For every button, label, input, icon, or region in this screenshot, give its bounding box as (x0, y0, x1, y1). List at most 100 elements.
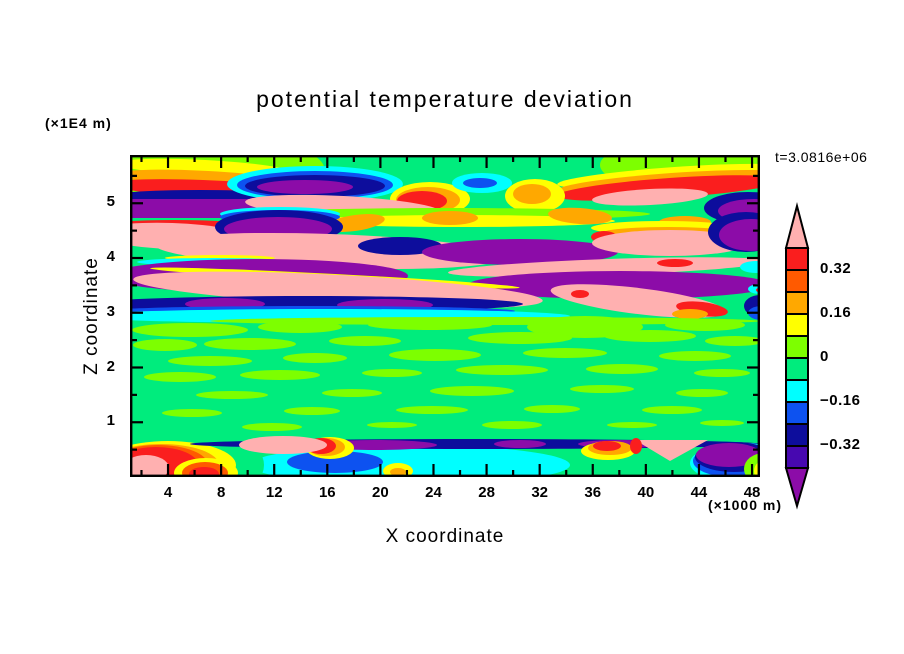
contour-shape (196, 391, 268, 399)
contour-shape (592, 188, 708, 206)
contour-shape (696, 443, 760, 467)
contour-shape (513, 184, 551, 204)
y-axis-unit-label: (×1E4 m) (45, 115, 112, 131)
plot-border (130, 155, 760, 477)
contour-shape (482, 421, 542, 429)
y-tick-label: 4 (106, 248, 115, 265)
contour-shape (523, 348, 607, 358)
x-axis-title: X coordinate (385, 526, 505, 547)
contour-shape (719, 219, 760, 251)
contour-shape (358, 237, 442, 255)
contour-shape (665, 319, 745, 331)
contour-shape (283, 353, 347, 363)
colorbar-arrow-up (784, 202, 810, 249)
contour-shape (362, 369, 422, 377)
colorbar-segment (785, 379, 809, 403)
contour-shapes (130, 155, 760, 477)
contour-shape (189, 467, 219, 477)
contour-shape (430, 386, 514, 396)
contour-shape (168, 356, 252, 366)
contour-shape (586, 364, 658, 374)
contour-shape (287, 451, 383, 473)
contour-shape (133, 339, 197, 351)
contour-shape (284, 407, 340, 415)
contour-shape (570, 385, 634, 393)
x-tick-label: 44 (690, 484, 708, 501)
colorbar-segment (785, 357, 809, 381)
contour-shape (642, 406, 702, 414)
x-axis-unit-label: (×1000 m) (708, 497, 782, 513)
time-annotation: t=3.0816e+06 (775, 149, 868, 165)
colorbar-arrow-down (784, 467, 810, 510)
x-tick-label: 48 (743, 484, 761, 501)
contour-shape (630, 438, 642, 454)
contour-shape (258, 321, 342, 333)
contour-shape (422, 211, 478, 225)
colorbar-label: −0.32 (820, 436, 861, 453)
contour-shape (257, 180, 353, 194)
contour-shape (322, 389, 382, 397)
contour-shape (130, 455, 169, 477)
x-tick-label: 40 (637, 484, 655, 501)
contour-shape (494, 440, 546, 448)
x-tick-label: 36 (584, 484, 602, 501)
contour-shape (390, 468, 406, 476)
y-tick-label: 2 (106, 357, 115, 375)
contour-shape (468, 332, 572, 344)
contour-shape (367, 422, 417, 428)
contour-shape (607, 422, 657, 428)
contour-shape (705, 336, 760, 346)
x-tick-label: 20 (372, 484, 389, 501)
colorbar-segment (785, 335, 809, 359)
contour-shape (144, 372, 216, 382)
colorbar-segment (785, 401, 809, 425)
contour-shape (524, 405, 580, 413)
contour-shape (456, 365, 548, 375)
y-tick-label: 1 (106, 412, 115, 430)
contour-shape (659, 351, 731, 361)
x-tick-label: 24 (425, 484, 442, 501)
x-tick-label: 16 (318, 484, 336, 501)
contour-shape (740, 261, 760, 273)
colorbar (784, 202, 810, 510)
contour-shape (422, 239, 618, 265)
colorbar-segment (785, 313, 809, 337)
x-tick-label: 12 (265, 484, 283, 501)
contour-shape (239, 436, 327, 454)
contour-shape (329, 336, 401, 346)
contour-shape (132, 323, 248, 337)
x-tick-label: 32 (531, 484, 548, 501)
colorbar-label: −0.16 (820, 392, 861, 409)
contour-shape (240, 370, 320, 380)
plot-area (130, 155, 760, 477)
contour-shape (468, 271, 760, 299)
contour-shape (162, 409, 222, 417)
contour-shape (694, 369, 750, 377)
colorbar-segment (785, 423, 809, 447)
colorbar-segment (785, 247, 809, 271)
contour-shape (548, 207, 612, 225)
contour-shape (204, 338, 296, 350)
x-tick-label: 28 (478, 484, 495, 501)
contour-shape (593, 441, 621, 451)
y-tick-label: 5 (106, 193, 115, 211)
contour-shape (635, 440, 708, 461)
colorbar-segment (785, 445, 809, 469)
contour-shape (571, 290, 589, 298)
contour-shape (463, 178, 497, 188)
contour-shape (700, 420, 744, 426)
colorbar-label: 0.32 (820, 260, 852, 277)
y-tick-label: 3 (106, 302, 115, 320)
contour-shape (396, 406, 468, 414)
contour-shape (672, 309, 708, 319)
contour-shape (242, 423, 302, 431)
contour-shape (604, 330, 696, 342)
colorbar-label: 0.16 (820, 304, 852, 321)
contour-shape (676, 389, 728, 397)
x-tick-label: 8 (216, 484, 226, 501)
contour-field (130, 155, 760, 477)
contour-shape (657, 259, 693, 267)
contour-shape (389, 349, 481, 361)
contour-shape (368, 320, 492, 330)
